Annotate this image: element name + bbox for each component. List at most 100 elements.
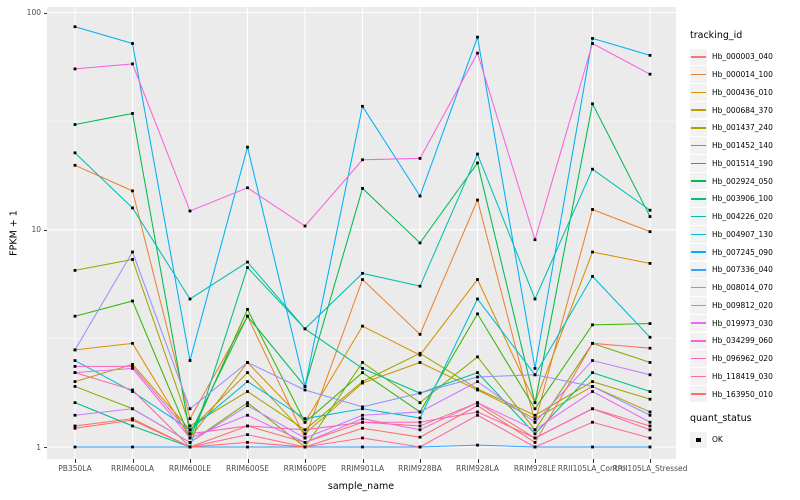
- data-point-Hb_009812_020: [648, 373, 652, 377]
- data-point-Hb_000436_010: [361, 324, 364, 328]
- data-point-Hb_034299_060: [361, 158, 364, 162]
- data-point-Hb_000684_370: [303, 432, 307, 436]
- x-tick-label-RRIM928LA: RRIM928LA: [456, 464, 499, 473]
- x-tick-label-RRIM600PE: RRIM600PE: [283, 464, 327, 473]
- x-tick-label-RRIM928LE: RRIM928LE: [513, 464, 557, 473]
- data-point-Hb_118419_030: [361, 436, 364, 440]
- data-point-Hb_004226_020: [418, 284, 422, 288]
- data-point-Hb_096962_020: [361, 420, 364, 424]
- legend-line-swatch-icon: [690, 190, 707, 208]
- data-point-Hb_163950_010: [533, 441, 537, 444]
- data-point-Hb_118419_030: [418, 445, 422, 449]
- legend-item-Hb_002924_050: Hb_002924_050: [690, 172, 798, 190]
- data-point-Hb_000684_370: [648, 410, 652, 414]
- legend-item-label: Hb_000003_040: [712, 52, 773, 62]
- data-point-Hb_002924_050: [73, 123, 77, 126]
- legend-line-swatch-icon: [690, 385, 707, 403]
- quant-status-legend: quant_status OK: [690, 413, 798, 449]
- x-tick-mark: [592, 459, 594, 463]
- data-point-Hb_008014_070: [533, 373, 537, 377]
- legend-item-Hb_004907_130: Hb_004907_130: [690, 226, 798, 244]
- data-point-Hb_009812_020: [73, 413, 77, 417]
- data-point-Hb_003906_100: [73, 401, 77, 405]
- data-point-Hb_007336_040: [591, 445, 594, 449]
- data-point-Hb_034299_060: [533, 238, 537, 242]
- data-point-Hb_002924_050: [246, 314, 249, 318]
- legend-item-label: Hb_007245_090: [712, 247, 773, 257]
- legend-item-Hb_004226_020: Hb_004226_020: [690, 208, 798, 226]
- data-point-Hb_019973_030: [246, 413, 249, 417]
- data-point-Hb_003906_100: [648, 390, 652, 393]
- y-axis-title: FPKM + 1: [8, 210, 20, 256]
- data-point-Hb_019973_030: [361, 417, 364, 421]
- data-point-Hb_004226_020: [361, 271, 364, 275]
- data-point-Hb_002924_050: [131, 112, 134, 115]
- data-point-Hb_004226_020: [131, 206, 134, 210]
- data-point-Hb_000014_100: [131, 189, 134, 193]
- data-point-Hb_007336_040: [648, 445, 652, 449]
- data-point-Hb_001437_240: [476, 387, 479, 391]
- data-point-Hb_007245_090: [303, 385, 307, 388]
- x-tick-mark: [190, 459, 191, 463]
- x-tick-label-RRIM600LE: RRIM600LE: [168, 464, 212, 473]
- data-point-Hb_001514_190: [246, 307, 249, 311]
- data-point-Hb_034299_060: [188, 209, 192, 213]
- data-point-Hb_008014_070: [246, 361, 249, 364]
- x-tick-label-RRII105LA_Stressed: RRII105LA_Stressed: [612, 464, 688, 473]
- data-point-Hb_019973_030: [533, 428, 537, 432]
- legend-item-label: Hb_034299_060: [712, 336, 773, 346]
- data-point-Hb_009812_020: [591, 359, 594, 362]
- legend-item-label: OK: [712, 435, 723, 445]
- legend-line-swatch-icon: [690, 101, 707, 119]
- data-point-Hb_007245_090: [591, 36, 594, 40]
- legend-item-label: Hb_004226_020: [712, 212, 773, 222]
- legend-line-swatch-icon: [690, 279, 707, 296]
- x-tick-mark: [477, 459, 479, 463]
- data-point-Hb_096962_020: [418, 420, 422, 424]
- data-point-Hb_019973_030: [591, 390, 594, 393]
- data-point-Hb_034299_060: [476, 51, 479, 55]
- data-point-Hb_001452_140: [73, 385, 77, 388]
- data-point-Hb_034299_060: [591, 42, 594, 45]
- legend-line-swatch-icon: [690, 208, 707, 225]
- legend-item-label: Hb_118419_030: [712, 371, 773, 381]
- data-point-Hb_000436_010: [476, 278, 479, 281]
- data-point-Hb_008014_070: [591, 385, 594, 388]
- data-point-Hb_001437_240: [648, 397, 652, 401]
- legend-item-label: Hb_004907_130: [712, 229, 773, 239]
- data-point-Hb_009812_020: [533, 420, 537, 424]
- data-point-Hb_118419_030: [533, 445, 537, 449]
- data-point-Hb_002924_050: [648, 215, 652, 218]
- data-point-Hb_001437_240: [591, 380, 594, 383]
- data-point-Hb_096962_020: [188, 432, 192, 436]
- data-point-Hb_007336_040: [131, 445, 134, 449]
- data-point-Hb_007245_090: [73, 25, 77, 29]
- legend-line-swatch-icon: [690, 48, 707, 66]
- data-point-Hb_007245_090: [418, 194, 422, 198]
- data-point-Hb_007245_090: [246, 145, 249, 149]
- data-point-Hb_118419_030: [73, 371, 77, 375]
- data-point-Hb_034299_060: [303, 224, 307, 228]
- data-point-Hb_001514_190: [591, 323, 594, 327]
- data-point-Hb_000003_040: [648, 424, 652, 428]
- data-point-Hb_001452_140: [648, 361, 652, 364]
- legend-item-label: Hb_019973_030: [712, 318, 773, 328]
- data-point-Hb_000684_370: [418, 361, 422, 364]
- data-point-Hb_000436_010: [648, 262, 652, 265]
- data-point-Hb_118419_030: [476, 413, 479, 417]
- legend-item-label: Hb_001514_190: [712, 158, 773, 168]
- data-point-Hb_001452_140: [476, 355, 479, 359]
- data-point-Hb_004226_020: [73, 151, 77, 155]
- data-point-Hb_019973_030: [418, 428, 422, 432]
- data-point-Hb_163950_010: [188, 445, 192, 449]
- data-point-Hb_003906_100: [131, 424, 134, 428]
- data-point-Hb_118419_030: [246, 433, 249, 437]
- legend-item-label: Hb_002924_050: [712, 176, 773, 186]
- data-point-Hb_118419_030: [131, 388, 134, 392]
- data-point-Hb_000003_040: [73, 424, 77, 428]
- x-tick-label-PB350LA: PB350LA: [58, 464, 92, 473]
- data-point-Hb_000003_040: [131, 417, 134, 421]
- data-point-Hb_003906_100: [533, 432, 537, 436]
- data-point-Hb_019973_030: [648, 420, 652, 424]
- legend-item-label: Hb_009812_020: [712, 300, 773, 310]
